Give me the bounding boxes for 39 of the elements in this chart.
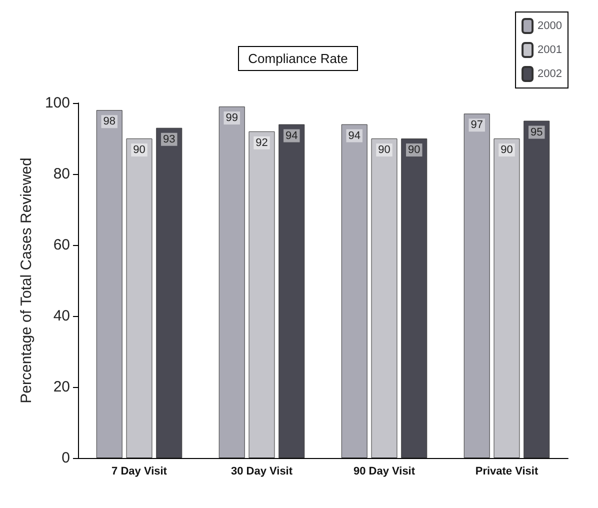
data-label: 99 <box>226 112 238 124</box>
bar <box>126 138 152 458</box>
data-label: 90 <box>500 144 513 156</box>
legend-label: 2000 <box>538 20 562 32</box>
data-label: 90 <box>378 144 390 156</box>
y-tick-label: 80 <box>53 166 70 182</box>
y-tick-label: 20 <box>53 378 70 396</box>
legend-label: 2001 <box>538 44 562 56</box>
y-axis-title: Percentage of Total Cases Reviewed <box>18 158 36 404</box>
x-tick-label: Private Visit <box>475 466 538 478</box>
x-tick-label: 90 Day Visit <box>353 466 416 478</box>
data-label: 90 <box>408 144 420 156</box>
data-label: 94 <box>286 130 298 142</box>
y-tick-label: 60 <box>53 236 70 254</box>
bar <box>401 138 428 458</box>
y-tick-label: 100 <box>44 94 70 112</box>
data-label: 95 <box>530 126 543 138</box>
bar <box>218 106 245 458</box>
y-tick-label: 0 <box>62 450 70 466</box>
bar <box>371 138 398 458</box>
chart-title: Compliance Rate <box>248 51 348 66</box>
bar <box>524 120 550 458</box>
bar <box>341 124 368 458</box>
bar <box>464 114 490 458</box>
bar <box>156 128 182 458</box>
bar <box>278 124 305 458</box>
bar <box>96 110 122 458</box>
bar <box>248 131 275 458</box>
bar <box>494 138 520 458</box>
data-label: 98 <box>103 116 116 128</box>
data-label: 93 <box>163 133 176 146</box>
legend-label: 2002 <box>538 68 562 80</box>
data-label: 90 <box>133 144 146 156</box>
x-tick-label: 7 Day Visit <box>112 466 168 478</box>
y-tick-label: 40 <box>53 308 70 324</box>
data-label: 94 <box>348 130 360 142</box>
x-tick-label: 30 Day Visit <box>230 466 293 478</box>
data-label: 92 <box>256 136 268 149</box>
data-label: 97 <box>470 119 483 132</box>
